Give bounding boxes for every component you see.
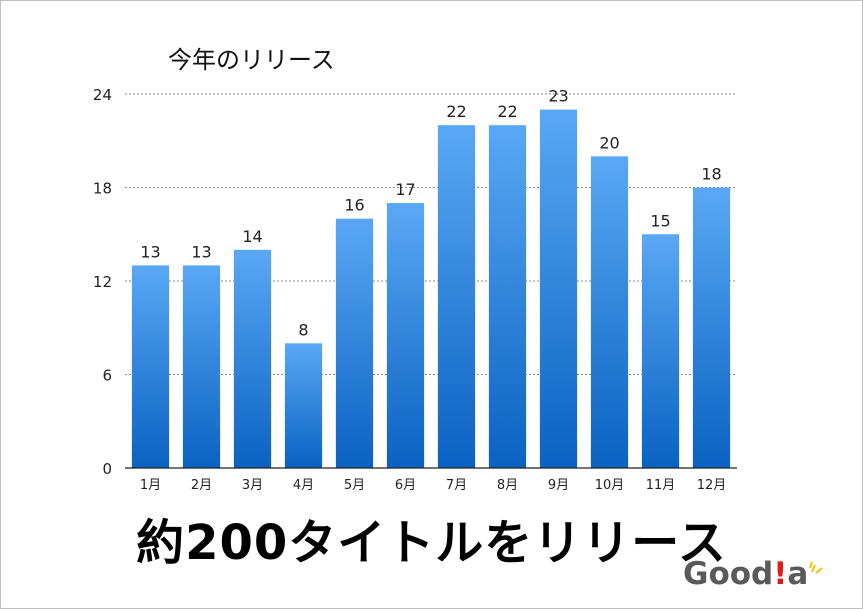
x-tick-label: 11月	[646, 478, 676, 493]
logo-text-after: a	[787, 556, 809, 592]
bar	[590, 156, 629, 469]
data-label: 16	[344, 196, 364, 215]
x-tick-label: 5月	[344, 478, 365, 493]
bar	[131, 265, 170, 468]
goodia-logo: Good!a	[683, 556, 823, 600]
bar	[692, 187, 731, 468]
y-tick-label: 0	[102, 460, 112, 478]
x-tick-label: 9月	[548, 478, 569, 493]
x-tick-label: 10月	[595, 478, 625, 493]
data-label: 22	[446, 102, 466, 121]
data-label: 17	[395, 180, 415, 199]
bar	[539, 109, 578, 468]
data-label: 13	[140, 242, 160, 261]
y-tick-label: 24	[93, 86, 112, 104]
bar	[233, 249, 272, 468]
x-tick-label: 4月	[293, 478, 314, 493]
spark-icon	[809, 561, 823, 574]
data-label: 15	[650, 211, 670, 230]
data-label: 13	[191, 242, 211, 261]
bar	[437, 125, 476, 469]
data-label: 22	[497, 102, 517, 121]
bar	[641, 234, 680, 468]
x-tick-label: 8月	[497, 478, 518, 493]
chart-title: 今年のリリース	[168, 46, 335, 74]
data-label: 23	[548, 87, 568, 106]
bar	[335, 218, 374, 468]
x-tick-label: 12月	[697, 478, 727, 493]
headline: 約200タイトルをリリース	[136, 515, 727, 571]
y-tick-label: 12	[93, 273, 112, 291]
logo-text-before: Good	[683, 556, 774, 592]
bar	[284, 343, 323, 468]
x-tick-label: 6月	[395, 478, 416, 493]
y-tick-label: 6	[102, 367, 112, 385]
bar-chart: 今年のリリース 0 6 12 18 24 13 1月 13 2月 14 3月 8 4月 16 5月 17 6月 2…	[93, 46, 737, 493]
data-label: 14	[242, 227, 262, 246]
data-label: 20	[599, 133, 619, 152]
bar	[182, 265, 221, 468]
data-label: 8	[298, 320, 308, 339]
bar	[488, 125, 527, 469]
bar	[386, 203, 425, 469]
x-tick-label: 3月	[242, 478, 263, 493]
x-tick-label: 2月	[191, 478, 212, 493]
y-tick-label: 18	[93, 180, 112, 198]
x-tick-label: 7月	[446, 478, 467, 493]
logo-accent: !	[773, 556, 788, 592]
x-tick-label: 1月	[140, 478, 161, 493]
data-label: 18	[701, 165, 721, 184]
